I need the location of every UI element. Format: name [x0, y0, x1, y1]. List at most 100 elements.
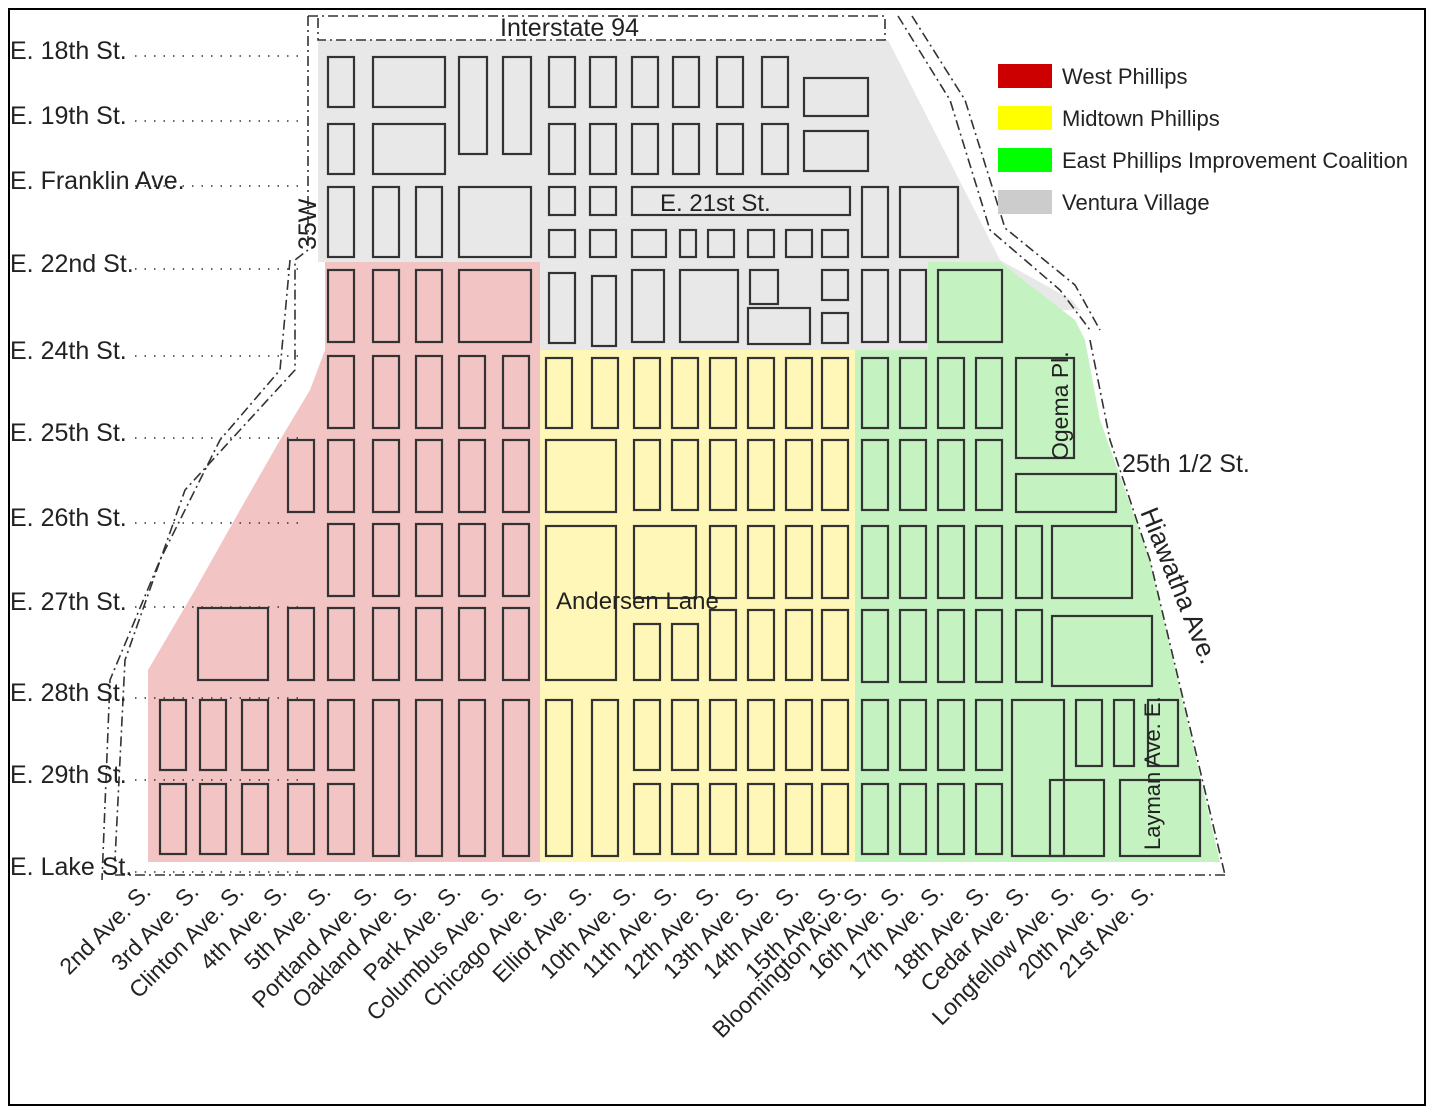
city-block	[590, 698, 620, 858]
city-block	[708, 356, 738, 430]
city-block	[326, 698, 356, 772]
city-block	[588, 122, 618, 176]
city-block	[678, 228, 698, 259]
city-block	[1050, 524, 1134, 600]
city-block	[326, 438, 356, 514]
city-block	[501, 698, 531, 858]
city-block	[326, 606, 356, 682]
street-label-5: E. 24th St.	[10, 337, 127, 365]
street-label-3: E. Franklin Ave.	[10, 167, 185, 195]
city-blocks	[158, 55, 1202, 858]
city-block	[670, 438, 700, 512]
city-block	[547, 228, 577, 259]
city-block	[936, 782, 966, 856]
city-block	[414, 522, 444, 598]
city-block	[746, 356, 776, 430]
city-block	[457, 698, 487, 858]
legend-swatch-east-phillips	[998, 148, 1052, 172]
city-block	[898, 185, 960, 259]
city-block	[748, 268, 780, 306]
city-block	[1118, 778, 1202, 858]
city-block	[898, 268, 928, 344]
city-block	[632, 438, 662, 512]
city-block	[547, 185, 577, 217]
city-block	[708, 698, 738, 772]
city-block	[414, 185, 444, 259]
layman-ave-label: Layman Ave. E.	[1140, 696, 1165, 850]
city-block	[414, 354, 444, 430]
city-block	[708, 438, 738, 512]
andersen-lane-label: Andersen Lane	[556, 588, 719, 615]
city-block	[544, 438, 618, 514]
city-block	[1074, 698, 1104, 768]
city-block	[547, 55, 577, 109]
city-block	[860, 608, 890, 684]
city-block	[590, 274, 618, 348]
city-block	[670, 782, 700, 856]
city-block	[715, 122, 745, 176]
city-block	[760, 55, 790, 109]
city-block	[706, 228, 736, 259]
city-block	[630, 228, 668, 259]
city-block	[898, 608, 928, 684]
city-block	[632, 698, 662, 772]
city-block	[784, 438, 814, 512]
city-block	[820, 698, 850, 772]
city-block	[286, 698, 316, 772]
city-block	[860, 185, 890, 259]
street-label-8: E. 27th St.	[10, 588, 127, 616]
city-block	[670, 356, 700, 430]
city-block	[371, 354, 401, 430]
city-block	[547, 271, 577, 345]
city-block	[974, 782, 1004, 856]
city-block	[371, 606, 401, 682]
city-block	[371, 185, 401, 259]
city-block	[820, 608, 850, 682]
city-block	[544, 524, 618, 682]
city-block	[820, 438, 850, 512]
city-block	[974, 438, 1004, 512]
city-block	[708, 782, 738, 856]
city-block	[544, 356, 574, 430]
legend-swatch-west-phillips	[998, 64, 1052, 88]
city-block	[457, 185, 533, 259]
city-block	[1146, 698, 1180, 768]
city-block	[708, 608, 738, 682]
city-block	[820, 782, 850, 856]
city-block	[286, 782, 316, 856]
city-block	[1048, 778, 1106, 858]
city-block	[898, 698, 928, 772]
boundary-lines	[101, 15, 1226, 881]
region-ventura-village	[318, 40, 1080, 350]
city-block	[784, 698, 814, 772]
city-block	[501, 522, 531, 598]
street-label-4: E. 22nd St.	[10, 250, 134, 278]
city-block	[708, 524, 738, 600]
city-block	[784, 782, 814, 856]
city-block	[198, 782, 228, 856]
city-block	[240, 698, 270, 772]
city-block	[371, 268, 401, 344]
legend-label-ventura-village: Ventura Village	[1062, 190, 1210, 215]
street-label-11: E. Lake St.	[10, 853, 132, 881]
interstate-94-label: Interstate 94	[500, 14, 639, 42]
city-block	[1112, 698, 1136, 768]
city-block	[630, 122, 660, 176]
city-block	[198, 698, 228, 772]
city-block	[974, 524, 1004, 600]
city-block	[196, 606, 270, 682]
city-block	[501, 354, 531, 430]
city-block	[898, 782, 928, 856]
city-block	[784, 524, 814, 600]
city-block	[715, 55, 745, 109]
city-block	[457, 606, 487, 682]
city-block	[802, 129, 870, 173]
25th-half-st-label: 25th 1/2 St.	[1122, 450, 1250, 478]
city-block	[326, 268, 356, 344]
city-block	[936, 438, 966, 512]
city-block	[784, 608, 814, 682]
city-block	[671, 122, 701, 176]
city-block	[936, 698, 966, 772]
city-block	[158, 782, 188, 856]
city-block	[746, 228, 776, 259]
